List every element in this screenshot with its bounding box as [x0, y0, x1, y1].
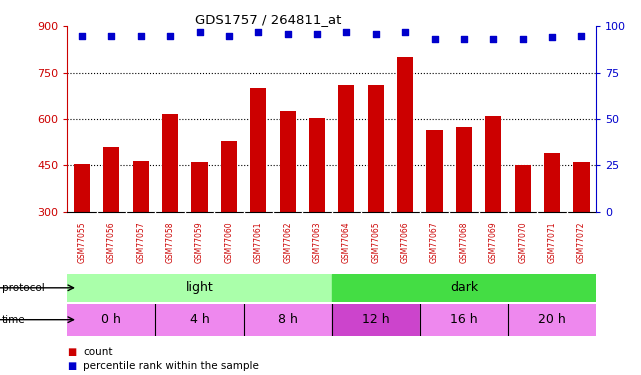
- Bar: [103, 147, 119, 304]
- Bar: [332, 274, 596, 302]
- Bar: [67, 304, 155, 336]
- Bar: [309, 117, 325, 304]
- Point: [547, 34, 557, 40]
- Text: GSM77065: GSM77065: [371, 221, 380, 262]
- Bar: [338, 85, 354, 304]
- Text: 0 h: 0 h: [101, 313, 121, 326]
- Point: [400, 29, 410, 35]
- Text: dark: dark: [450, 281, 478, 294]
- Point: [165, 33, 175, 39]
- Point: [429, 36, 440, 42]
- Bar: [332, 304, 420, 336]
- Bar: [133, 161, 149, 304]
- Text: 12 h: 12 h: [362, 313, 390, 326]
- Point: [488, 36, 499, 42]
- Point: [106, 33, 117, 39]
- Point: [283, 31, 293, 37]
- Text: 16 h: 16 h: [450, 313, 478, 326]
- Point: [136, 33, 146, 39]
- Bar: [456, 127, 472, 304]
- Bar: [420, 304, 508, 336]
- Bar: [162, 114, 178, 305]
- Bar: [244, 304, 332, 336]
- Bar: [426, 130, 443, 304]
- Text: GSM77071: GSM77071: [547, 221, 556, 262]
- Bar: [221, 141, 237, 304]
- Text: GSM77055: GSM77055: [78, 221, 87, 262]
- Bar: [397, 57, 413, 304]
- Point: [576, 33, 587, 39]
- Text: GSM77062: GSM77062: [283, 221, 292, 262]
- Text: GSM77070: GSM77070: [518, 221, 527, 262]
- Bar: [485, 116, 501, 305]
- Text: 8 h: 8 h: [278, 313, 297, 326]
- Point: [341, 29, 351, 35]
- Text: GSM77063: GSM77063: [313, 221, 322, 262]
- Point: [224, 33, 234, 39]
- Text: GSM77068: GSM77068: [460, 221, 469, 262]
- Point: [517, 36, 528, 42]
- Text: GSM77056: GSM77056: [107, 221, 116, 262]
- Bar: [250, 88, 267, 304]
- Bar: [573, 162, 590, 304]
- Text: protocol: protocol: [2, 283, 45, 293]
- Bar: [515, 165, 531, 304]
- Text: GSM77057: GSM77057: [137, 221, 146, 262]
- Point: [312, 31, 322, 37]
- Text: GSM77064: GSM77064: [342, 221, 351, 262]
- Text: GSM77072: GSM77072: [577, 221, 586, 262]
- Text: GSM77060: GSM77060: [224, 221, 233, 262]
- Text: GSM77069: GSM77069: [489, 221, 498, 262]
- Point: [459, 36, 469, 42]
- Bar: [279, 111, 296, 305]
- Text: GDS1757 / 264811_at: GDS1757 / 264811_at: [195, 13, 342, 26]
- Point: [194, 29, 204, 35]
- Text: 20 h: 20 h: [538, 313, 566, 326]
- Bar: [192, 162, 208, 304]
- Bar: [544, 153, 560, 304]
- Text: ■: ■: [67, 361, 76, 370]
- Text: time: time: [2, 315, 26, 325]
- Bar: [155, 304, 244, 336]
- Text: 4 h: 4 h: [190, 313, 210, 326]
- Text: count: count: [83, 347, 113, 357]
- Text: GSM77061: GSM77061: [254, 221, 263, 262]
- Text: percentile rank within the sample: percentile rank within the sample: [83, 361, 259, 370]
- Text: light: light: [186, 281, 213, 294]
- Text: GSM77066: GSM77066: [401, 221, 410, 262]
- Text: ■: ■: [67, 347, 76, 357]
- Point: [370, 31, 381, 37]
- Bar: [508, 304, 596, 336]
- Bar: [67, 274, 332, 302]
- Point: [77, 33, 87, 39]
- Bar: [74, 164, 90, 304]
- Text: GSM77067: GSM77067: [430, 221, 439, 262]
- Point: [253, 29, 263, 35]
- Text: GSM77058: GSM77058: [165, 221, 174, 262]
- Text: GSM77059: GSM77059: [195, 221, 204, 262]
- Bar: [368, 85, 384, 304]
